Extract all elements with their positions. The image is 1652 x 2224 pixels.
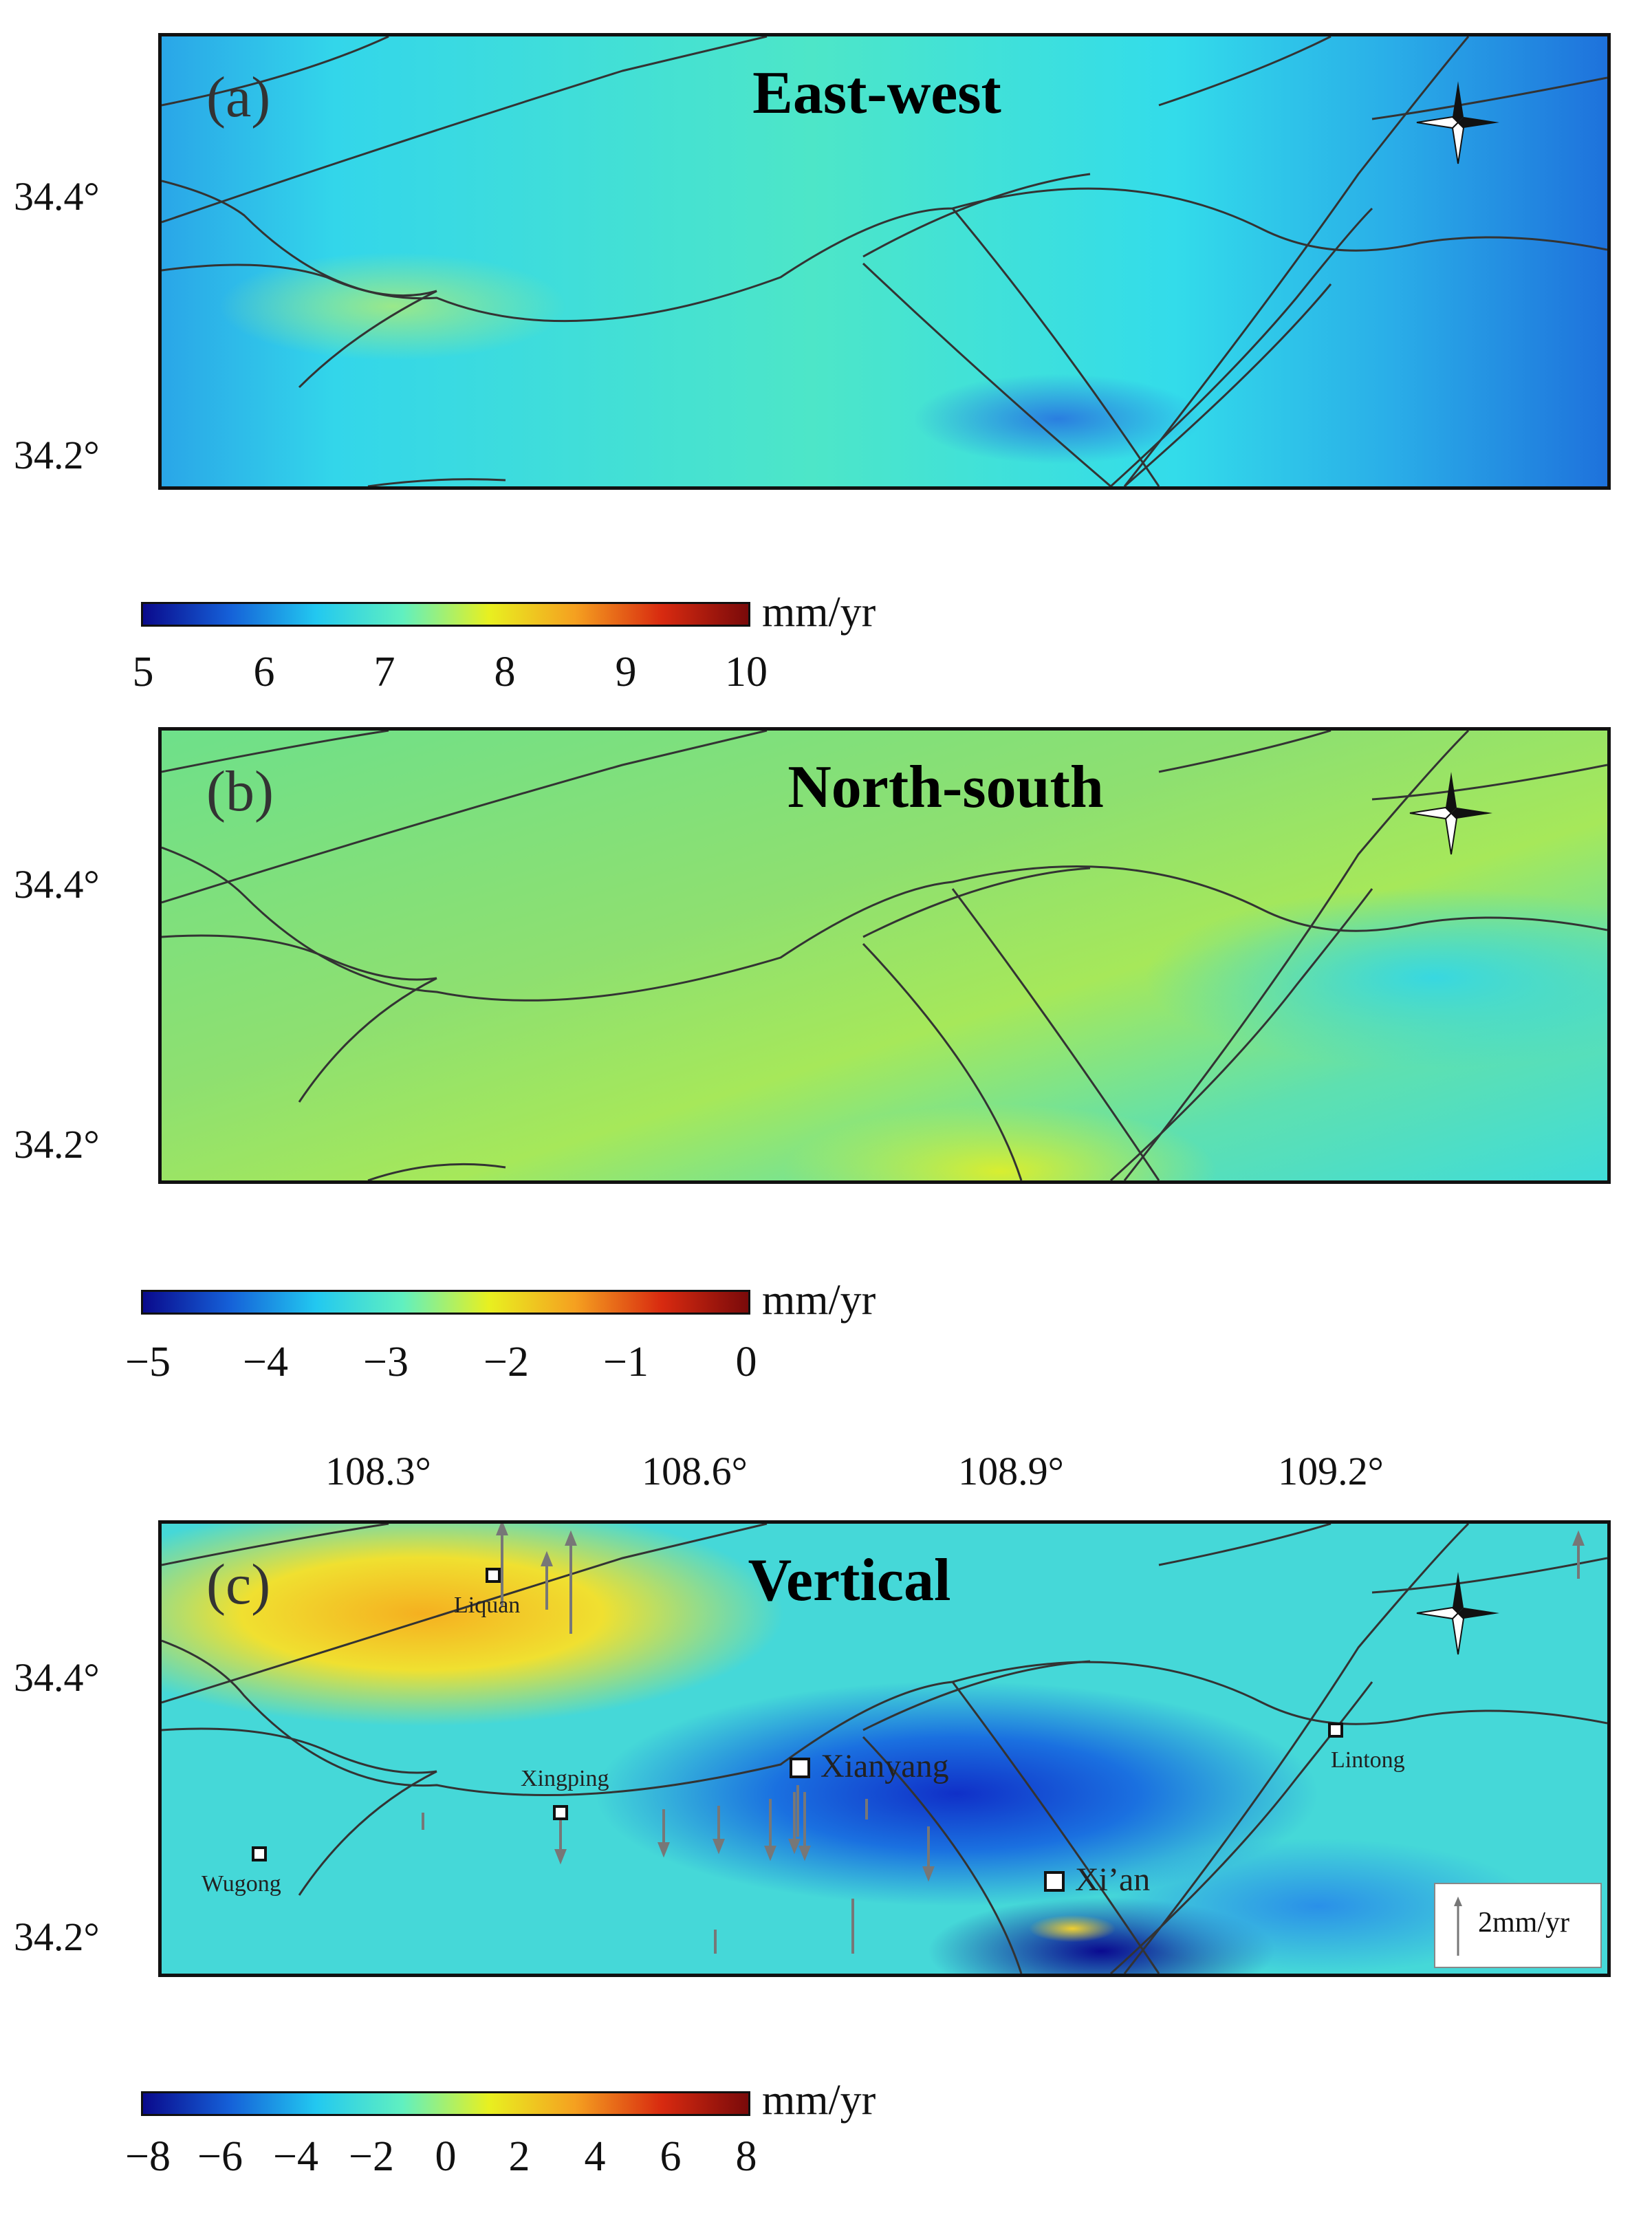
- colorbar-vertical: [141, 2091, 750, 2116]
- colorbar-tick: −2: [483, 1339, 529, 1385]
- lon-label: 108.6°: [642, 1449, 748, 1493]
- colorbar-tick: 0: [435, 2133, 457, 2180]
- colorbar-tick: −5: [125, 1339, 171, 1385]
- panel-title: Vertical: [748, 1547, 951, 1614]
- city-marker-xingping: [553, 1805, 568, 1820]
- colorbar-tick: 6: [253, 649, 275, 695]
- panel-title: North-south: [787, 754, 1104, 821]
- scale-label: 2mm/yr: [1478, 1907, 1569, 1939]
- velocity-scale-legend: 2mm/yr: [1434, 1883, 1602, 1968]
- colorbar-tick: 8: [494, 649, 516, 695]
- north-arrow-icon: [1416, 81, 1499, 164]
- colorbar-unit: mm/yr: [762, 1277, 876, 1324]
- lat-label-34-2: 34.2°: [14, 1914, 100, 1959]
- colorbar-tick: 7: [373, 649, 395, 695]
- colorbar-tick: −8: [125, 2133, 171, 2180]
- lat-label-34-4: 34.4°: [14, 1655, 100, 1700]
- colorbar-tick: 4: [584, 2133, 606, 2180]
- city-label-xian: Xi’an: [1075, 1861, 1151, 1898]
- lat-label-34-2: 34.2°: [14, 433, 100, 477]
- panel-title: East-west: [752, 60, 1001, 127]
- north-arrow-icon: [1416, 1572, 1499, 1655]
- city-label-wugong: Wugong: [202, 1871, 281, 1897]
- panel-letter: (c): [206, 1553, 271, 1617]
- colorbar-tick: 6: [660, 2133, 682, 2180]
- colorbar-north-south: [141, 1290, 750, 1315]
- panel-letter: (a): [206, 65, 271, 129]
- colorbar-tick: −4: [273, 2133, 318, 2180]
- east-west-velocity-field: [162, 36, 1607, 486]
- north-south-velocity-field: [162, 731, 1607, 1180]
- lon-label: 108.9°: [958, 1449, 1064, 1493]
- city-marker-xian: [1044, 1871, 1065, 1892]
- scale-arrow-icon: [1454, 1897, 1462, 1956]
- colorbar-tick: −6: [197, 2133, 243, 2180]
- colorbar-tick: 9: [615, 649, 637, 695]
- vertical-velocity-field: [162, 1524, 1607, 1974]
- city-marker-wugong: [252, 1846, 267, 1861]
- panel-north-south: (b) North-south: [158, 727, 1611, 1184]
- lon-label: 108.3°: [325, 1449, 431, 1493]
- colorbar-tick: 8: [735, 2133, 757, 2180]
- colorbar-unit: mm/yr: [762, 2077, 876, 2124]
- lat-label-34-2: 34.2°: [14, 1122, 100, 1167]
- colorbar-unit: mm/yr: [762, 589, 876, 636]
- lat-label-34-4: 34.4°: [14, 174, 100, 219]
- colorbar-tick: 0: [735, 1339, 757, 1385]
- colorbar-tick: −2: [349, 2133, 394, 2180]
- fault-lines: [162, 36, 1607, 486]
- north-arrow-icon: [1409, 772, 1492, 855]
- colorbar-east-west: [141, 602, 750, 627]
- city-marker-liquan: [486, 1568, 501, 1583]
- colorbar-tick: −4: [243, 1339, 288, 1385]
- colorbar-tick: −1: [603, 1339, 649, 1385]
- colorbar-tick: 10: [725, 649, 768, 695]
- city-marker-xianyang: [790, 1758, 810, 1778]
- city-label-xianyang: Xianyang: [820, 1748, 949, 1784]
- fault-lines: [162, 1524, 1607, 1974]
- city-label-lintong: Lintong: [1331, 1747, 1405, 1773]
- colorbar-tick: 2: [508, 2133, 530, 2180]
- city-label-liquan: Liquan: [454, 1593, 521, 1618]
- fault-lines: [162, 731, 1607, 1180]
- colorbar-tick: −3: [363, 1339, 409, 1385]
- lat-label-34-4: 34.4°: [14, 862, 100, 907]
- panel-letter: (b): [206, 759, 274, 823]
- panel-east-west: (a) East-west: [158, 33, 1611, 490]
- panel-vertical: (c) Vertical Liquan Xingping Xianyang Xi…: [158, 1520, 1611, 1977]
- lon-label: 109.2°: [1278, 1449, 1384, 1493]
- city-marker-lintong: [1328, 1723, 1343, 1738]
- colorbar-tick: 5: [132, 649, 154, 695]
- city-label-xingping: Xingping: [521, 1766, 609, 1791]
